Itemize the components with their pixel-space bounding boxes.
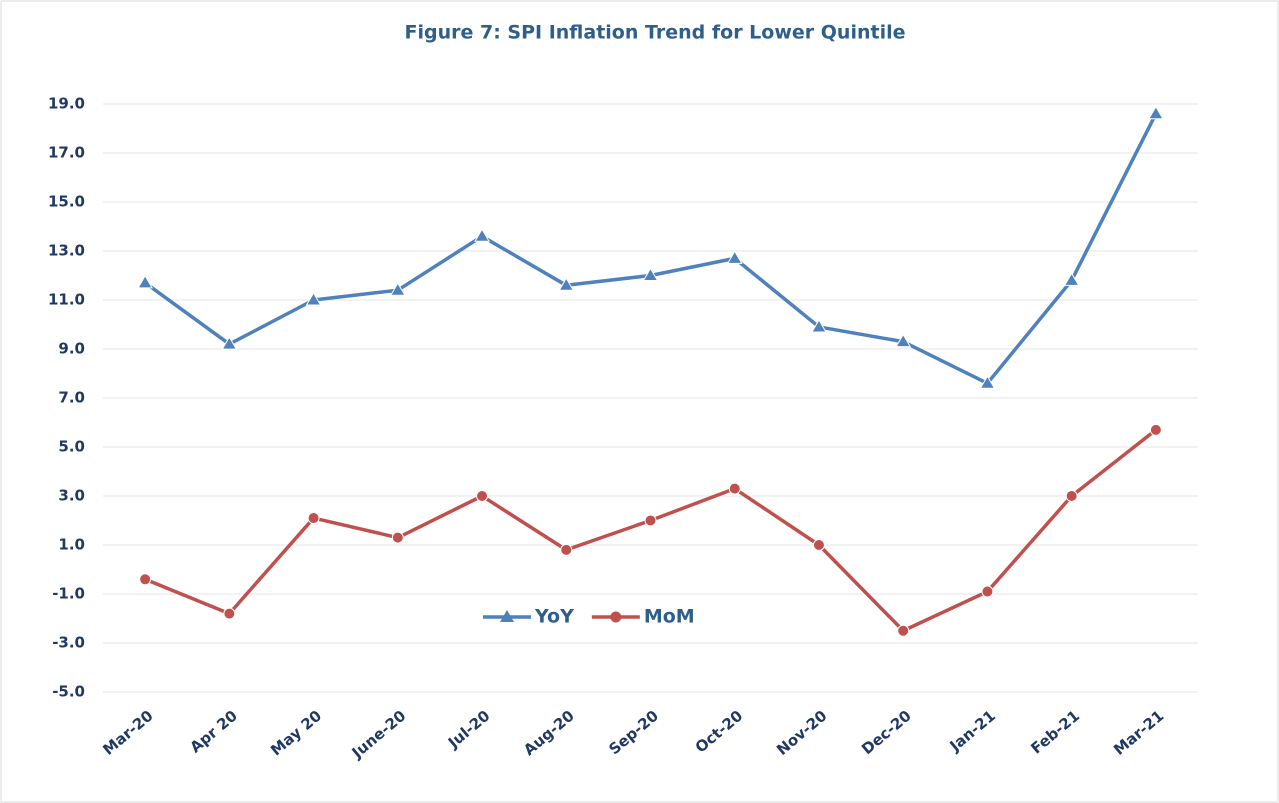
y-tick-label: -5.0 — [52, 683, 85, 701]
data-point — [223, 607, 236, 620]
data-point — [1063, 272, 1080, 286]
legend-label: MoM — [644, 606, 695, 628]
y-tick-label: 13.0 — [48, 242, 85, 260]
y-tick-label: 11.0 — [48, 291, 85, 309]
data-point — [1065, 490, 1078, 502]
y-tick-label: 15.0 — [48, 193, 85, 211]
data-point — [644, 514, 657, 527]
data-point — [307, 512, 320, 525]
chart-title: Figure 7: SPI Inflation Trend for Lower … — [405, 22, 906, 44]
y-tick-label: -3.0 — [52, 634, 85, 652]
data-point — [305, 292, 322, 306]
data-point — [897, 624, 910, 637]
data-point — [1149, 423, 1162, 436]
y-tick-label: 5.0 — [58, 438, 85, 456]
data-point — [389, 282, 406, 296]
data-point — [979, 375, 996, 389]
data-point — [1148, 105, 1164, 120]
data-point — [811, 318, 827, 333]
data-point — [895, 333, 912, 348]
data-point — [642, 267, 659, 281]
data-point — [728, 482, 741, 495]
y-tick-label: 1.0 — [58, 536, 85, 554]
y-tick-label: 3.0 — [58, 487, 85, 505]
y-tick-label: 17.0 — [48, 144, 85, 162]
legend-label: YoY — [534, 606, 574, 628]
y-tick-label: -1.0 — [52, 585, 85, 603]
data-point — [476, 490, 489, 502]
legend-marker — [500, 610, 514, 622]
y-tick-label: 9.0 — [58, 340, 85, 358]
y-tick-label: 19.0 — [48, 95, 85, 113]
data-point — [560, 543, 573, 556]
data-point — [139, 573, 152, 586]
data-point — [726, 250, 743, 264]
data-point — [221, 336, 238, 350]
y-tick-label: 7.0 — [58, 389, 85, 407]
data-point — [137, 274, 153, 289]
data-point — [391, 531, 404, 544]
legend-marker — [610, 611, 622, 623]
data-point — [812, 539, 825, 551]
data-point — [981, 585, 994, 598]
data-point — [558, 277, 575, 291]
data-point — [474, 228, 490, 242]
